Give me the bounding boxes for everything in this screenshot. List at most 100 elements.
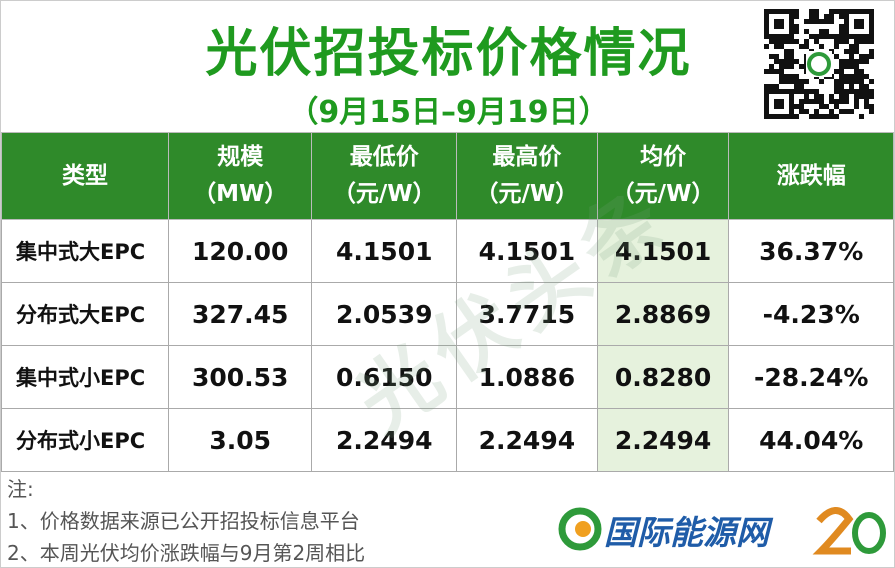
qr-module	[819, 94, 824, 99]
qr-module	[864, 94, 869, 99]
qr-module	[784, 64, 789, 69]
qr-module	[774, 69, 779, 74]
qr-module	[844, 59, 849, 64]
qr-module	[869, 54, 874, 59]
qr-module	[789, 49, 794, 54]
table-row: 集中式大EPC 120.00 4.1501 4.1501 4.1501 36.37%	[1, 219, 894, 283]
qr-module	[804, 44, 809, 49]
table-cell: 4.1501	[596, 219, 730, 283]
qr-module	[849, 74, 854, 79]
qr-module	[794, 74, 799, 79]
qr-module	[869, 104, 874, 109]
qr-module	[864, 84, 869, 89]
qr-module	[779, 39, 784, 44]
table-cell: 3.7715	[456, 282, 598, 346]
qr-module	[834, 69, 839, 74]
qr-module	[799, 99, 804, 104]
header-text: 最低价	[349, 144, 419, 170]
qr-module	[829, 9, 834, 14]
qr-module	[824, 114, 829, 119]
qr-module	[794, 84, 799, 89]
qr-module	[849, 109, 854, 114]
qr-module	[809, 14, 814, 19]
qr-module	[779, 64, 784, 69]
header-text: 均价	[640, 144, 687, 170]
qr-module	[844, 79, 849, 84]
qr-module	[774, 39, 779, 44]
qr-module	[774, 59, 779, 64]
qr-module	[794, 79, 799, 84]
qr-module	[789, 79, 794, 84]
qr-module	[839, 29, 844, 34]
qr-module	[774, 19, 784, 29]
qr-module	[829, 114, 834, 119]
qr-module	[854, 69, 859, 74]
qr-module	[869, 79, 874, 84]
qr-module	[839, 64, 844, 69]
qr-module	[854, 64, 859, 69]
qr-module	[829, 94, 834, 99]
qr-module	[774, 54, 779, 59]
qr-module	[844, 74, 849, 79]
qr-module	[824, 14, 829, 19]
table-row: 分布式小EPC 3.05 2.2494 2.2494 2.2494 44.04%	[1, 408, 894, 472]
qr-module	[789, 54, 794, 59]
qr-module	[794, 39, 799, 44]
qr-module	[819, 114, 824, 119]
table-cell: 2.2494	[311, 408, 458, 472]
qr-module	[809, 34, 814, 39]
header-text: （元/W）	[475, 181, 579, 207]
table-cell: 2.2494	[456, 408, 598, 472]
qr-module	[799, 64, 804, 69]
logo-icon	[558, 507, 602, 551]
qr-module	[784, 74, 789, 79]
header-text: 涨跌幅	[776, 162, 846, 189]
header-cell: 涨跌幅	[728, 132, 894, 220]
note: 2、本周光伏均价涨跌幅与9月第2周相比	[7, 541, 366, 565]
qr-module	[769, 54, 774, 59]
qr-module	[864, 59, 869, 64]
qr-module	[829, 34, 834, 39]
qr-module	[844, 89, 849, 94]
header-text: 规模	[217, 144, 264, 170]
qr-module	[869, 109, 874, 114]
qr-module	[824, 19, 829, 24]
qr-module	[814, 34, 819, 39]
qr-module	[764, 69, 769, 74]
qr-module	[834, 89, 839, 94]
qr-module	[804, 94, 809, 99]
qr-module	[784, 79, 789, 84]
qr-module	[849, 89, 854, 94]
qr-module	[799, 104, 804, 109]
subtitle: （9月15日–9月19日）	[288, 95, 609, 130]
qr-module	[859, 79, 864, 84]
qr-code	[764, 9, 874, 119]
title: 光伏招投标价格情况	[205, 24, 692, 84]
qr-module	[814, 14, 819, 19]
qr-module	[854, 74, 859, 79]
qr-module	[849, 59, 854, 64]
qr-module	[774, 84, 779, 89]
qr-module	[804, 79, 809, 84]
qr-module	[794, 29, 799, 34]
qr-module	[834, 99, 839, 104]
qr-module	[854, 39, 859, 44]
table-row: 分布式大EPC 327.45 2.0539 3.7715 2.8869 -4.23%	[1, 282, 894, 346]
qr-module	[839, 59, 844, 64]
note: 1、价格数据来源已公开招投标信息平台	[7, 509, 360, 533]
price-table: 类型 规模 （MW） 最低价 （元/W） 最高价 （元/W） 均价 （元/W） 涨跌幅 集中式大E…	[1, 132, 894, 472]
qr-module	[844, 94, 849, 99]
qr-module	[794, 9, 799, 14]
qr-module	[864, 89, 869, 94]
qr-module	[859, 89, 864, 94]
table-cell: 44.04%	[728, 408, 894, 472]
qr-module	[844, 39, 849, 44]
qr-module	[829, 109, 834, 114]
header-cell: 均价 （元/W）	[596, 132, 730, 220]
table-cell: 集中式小EPC	[1, 345, 169, 409]
qr-module	[849, 49, 854, 54]
qr-module	[849, 64, 854, 69]
logo-text: 国际能源网	[604, 513, 769, 552]
qr-module	[839, 84, 844, 89]
table-cell: 1.0886	[456, 345, 598, 409]
